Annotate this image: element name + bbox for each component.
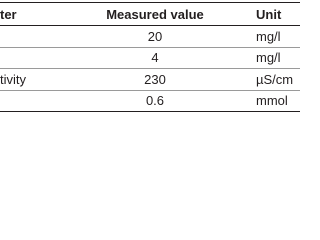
value-cell: 4 [151,50,159,66]
unit-cell: µS/cm [256,71,294,87]
header-cell: ter [0,6,17,22]
table: ter Measured value Unit 20 mg/l 4 mg/l tivity 23… [0,0,300,120]
table-row: 4 mg/l [0,47,300,70]
unit-cell: mg/l [256,50,281,66]
table-row: 0.6 mmol [0,90,300,112]
header-row: ter Measured value Unit [0,2,300,26]
table-row: tivity 230 µS/cm [0,69,300,91]
table-row: 20 mg/l [0,26,300,48]
header-cell: Measured value [106,6,204,22]
value-cell: 0.6 [145,92,165,108]
unit-cell: mmol [256,92,288,108]
parameter-cell: tivity [0,71,26,87]
page: ter Measured value Unit 20 mg/l 4 mg/l tivity 23… [0,0,300,120]
unit-cell: mg/l [256,29,281,44]
header-cell: Unit [256,6,282,22]
value-cell: 230 [144,71,166,87]
value-cell: 20 [147,29,163,44]
